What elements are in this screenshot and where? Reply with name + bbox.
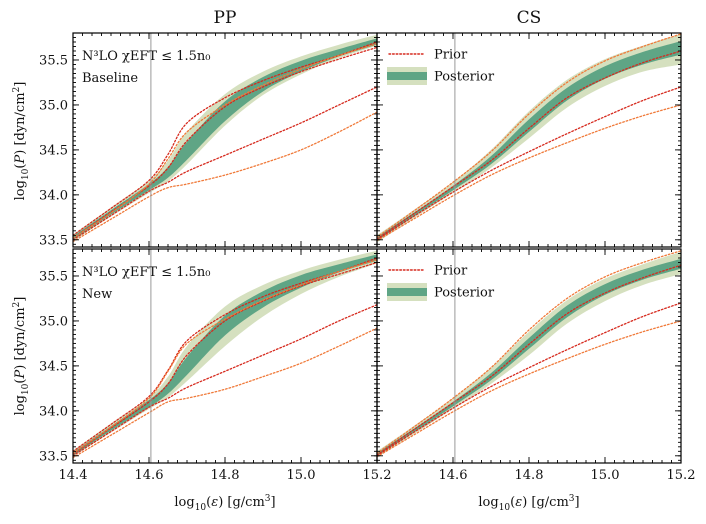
- y-tick-label: 34.5: [39, 143, 68, 158]
- y-tick-label: 33.5: [39, 233, 68, 248]
- legend: Prior Posterior: [387, 264, 495, 301]
- legend-posterior-inner-swatch: [387, 72, 427, 80]
- column-title-cs: CS: [517, 8, 542, 28]
- annotation-row-label: New: [82, 287, 112, 302]
- plot-area: [73, 34, 377, 243]
- panel-grid: 33.5 34.0 34.5 35.0 35.5 N³LO χEFT ≤ 1.5n₀ Bas…: [39, 32, 696, 483]
- prior-line-1: [377, 264, 681, 456]
- prior-line-4: [73, 43, 377, 239]
- panel-new-pp: 33.5 34.0 34.5 35.0 35.5 14.4 14.6 14.8 15.0 15.2…: [39, 248, 392, 483]
- plot-area: [377, 33, 681, 243]
- y-tick-label: 33.5: [39, 449, 68, 464]
- y-tick-label: 35.5: [39, 53, 68, 68]
- panel-frame: [72, 32, 378, 248]
- plot-area: [377, 250, 681, 458]
- plot-area: [73, 250, 377, 459]
- column-title-pp: PP: [214, 8, 237, 28]
- prior-line-5: [73, 111, 377, 243]
- panel-baseline-pp: 33.5 34.0 34.5 35.0 35.5 N³LO χEFT ≤ 1.5n₀ Bas…: [39, 32, 378, 248]
- x-tick-label: 15.0: [287, 468, 316, 483]
- prior-line-3: [377, 33, 681, 238]
- annotation-row-label: Baseline: [82, 71, 138, 86]
- panel-new-cs: 14.6 14.8 15.0 15.2 Prior Posterior: [376, 248, 696, 483]
- legend-prior-label: Prior: [434, 48, 468, 63]
- prior-line-2: [73, 261, 377, 455]
- panel-ticks: [376, 248, 682, 463]
- annotation-title: N³LO χEFT ≤ 1.5n₀: [82, 265, 210, 280]
- y-tick-label: 34.0: [39, 404, 68, 419]
- x-axis-label-left: log10(ε) [g/cm3]: [174, 494, 275, 513]
- y-tick-label: 35.0: [39, 314, 68, 329]
- x-tick-label: 14.4: [59, 468, 88, 483]
- prior-line-3: [377, 250, 681, 454]
- prior-line-3: [73, 86, 377, 241]
- y-tick-label: 34.5: [39, 359, 68, 374]
- prior-line-2: [377, 302, 681, 457]
- posterior-inner-band: [73, 38, 377, 240]
- prior-line-2: [377, 86, 681, 241]
- prior-line-4: [377, 104, 681, 242]
- y-axis-label-bottom: log10(P) [dyn/cm2]: [12, 297, 31, 416]
- y-axis-label-top: log10(P) [dyn/cm2]: [12, 82, 31, 201]
- legend-posterior-label: Posterior: [434, 70, 495, 85]
- x-tick-label: 14.6: [135, 468, 164, 483]
- x-tick-label: 14.8: [211, 468, 240, 483]
- legend-posterior-inner-swatch: [387, 288, 427, 296]
- x-tick-label: 15.0: [591, 468, 620, 483]
- posterior-inner-band: [73, 254, 377, 456]
- posterior-inner-band: [377, 41, 681, 241]
- legend: Prior Posterior: [387, 48, 495, 85]
- legend-posterior-label: Posterior: [434, 286, 495, 301]
- x-axis-label-right: log10(ε) [g/cm3]: [478, 494, 579, 513]
- legend-prior-label: Prior: [434, 264, 468, 279]
- panel-baseline-cs: Prior Posterior: [376, 32, 682, 248]
- prior-line-3: [73, 304, 377, 457]
- prior-line-1: [73, 41, 377, 236]
- y-tick-label: 34.0: [39, 188, 68, 203]
- prior-line-5: [73, 327, 377, 459]
- panel-ticks: [376, 32, 682, 247]
- y-tick-label: 35.5: [39, 269, 68, 284]
- x-tick-label: 14.8: [515, 468, 544, 483]
- panel-ticks: [72, 248, 378, 463]
- prior-line-1: [377, 50, 681, 240]
- prior-line-4: [377, 320, 681, 458]
- x-tick-label: 15.2: [363, 468, 392, 483]
- annotation-title: N³LO χEFT ≤ 1.5n₀: [82, 49, 210, 64]
- panel-frame: [72, 248, 378, 464]
- y-tick-label: 35.0: [39, 98, 68, 113]
- x-tick-label: 14.6: [439, 468, 468, 483]
- panel-ticks: [72, 32, 378, 247]
- prior-line-4: [73, 259, 377, 454]
- x-tick-label: 15.2: [667, 468, 696, 483]
